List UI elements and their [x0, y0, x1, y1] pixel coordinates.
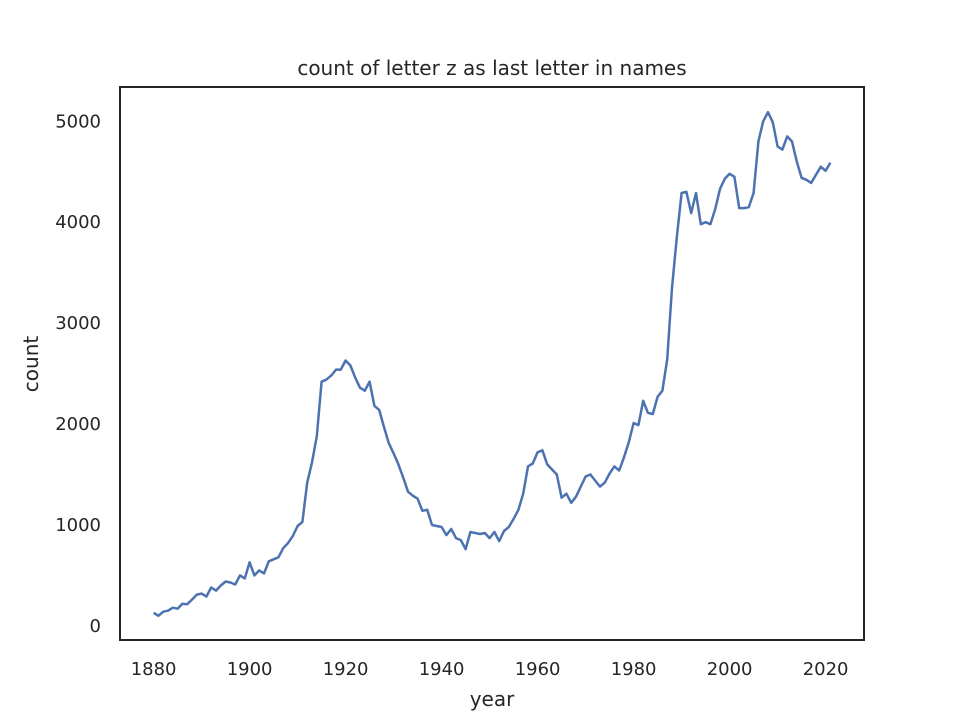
series-line-0	[152, 110, 832, 618]
chart-title: count of letter z as last letter in name…	[297, 56, 686, 80]
plot-frame	[119, 86, 865, 641]
plot-area	[152, 110, 832, 618]
y-axis: 0 1000 2000 3000 4000 5000	[55, 111, 101, 637]
x-tick-label: 1920	[323, 659, 369, 680]
y-tick-label: 5000	[55, 111, 101, 132]
x-axis: 1880 1900 1920 1940 1960 1980 2000 2020	[131, 659, 849, 680]
y-axis-label: count	[19, 336, 43, 393]
y-tick-label: 1000	[55, 515, 101, 536]
x-tick-label: 1880	[131, 659, 177, 680]
y-tick-label: 2000	[55, 414, 101, 435]
y-tick-label: 3000	[55, 313, 101, 334]
x-tick-label: 2000	[707, 659, 753, 680]
x-tick-label: 1900	[227, 659, 273, 680]
x-tick-label: 2020	[803, 659, 849, 680]
x-tick-label: 1940	[419, 659, 465, 680]
x-tick-label: 1960	[515, 659, 561, 680]
x-tick-label: 1980	[611, 659, 657, 680]
x-axis-label: year	[470, 687, 515, 711]
y-tick-label: 0	[90, 616, 101, 637]
y-tick-label: 4000	[55, 212, 101, 233]
